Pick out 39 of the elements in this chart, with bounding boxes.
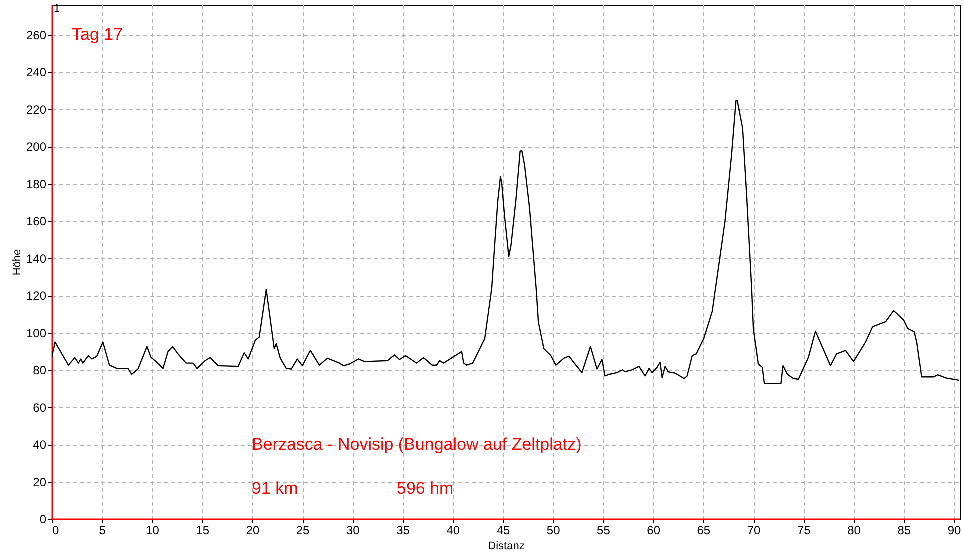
x-tick-label: 30 <box>346 524 360 538</box>
x-tick-label: 25 <box>296 524 310 538</box>
x-tick-label: 75 <box>797 524 812 538</box>
x-tick-label: 45 <box>496 524 510 538</box>
y-tick-label: 60 <box>33 400 47 415</box>
x-axis-title: Distanz <box>488 540 525 552</box>
x-tick-label: 15 <box>196 524 210 538</box>
y-tick-label: 260 <box>26 28 47 42</box>
y-axis-title: Höhe <box>11 249 24 276</box>
y-tick-label: 180 <box>26 177 47 192</box>
x-tick-label: 70 <box>747 524 762 538</box>
y-tick-label: 0 <box>40 512 47 526</box>
x-tick-label: 55 <box>597 524 611 538</box>
annotation: 596 hm <box>397 479 454 498</box>
x-tick-label: 80 <box>848 524 862 538</box>
annotation: Tag 17 <box>72 25 124 44</box>
y-tick-label: 80 <box>33 364 47 378</box>
x-tick-label: 0 <box>52 524 60 538</box>
x-tick-label: 85 <box>898 524 912 538</box>
annotation: Berzasca - Novisip (Bungalow auf Zeltplatz) <box>252 435 582 454</box>
y-tick-label: 140 <box>26 252 47 266</box>
y-tick-label: 160 <box>26 214 47 229</box>
y-tick-label: 20 <box>33 475 47 490</box>
x-tick-label: 20 <box>246 524 260 538</box>
y-tick-label: 40 <box>33 438 47 452</box>
y-tick-label: 100 <box>26 326 47 340</box>
y-tick-label: 220 <box>26 102 47 117</box>
x-tick-label: 65 <box>697 524 711 538</box>
x-tick-label: 60 <box>647 524 661 538</box>
x-tick-label: 5 <box>99 524 106 538</box>
x-tick-label: 35 <box>396 524 410 538</box>
y-tick-label: 120 <box>26 289 47 304</box>
x-tick-label: 40 <box>446 524 460 538</box>
x-tick-label: 50 <box>546 524 561 538</box>
y-tick-label: 200 <box>26 140 47 154</box>
x-tick-label: 10 <box>146 524 160 538</box>
annotation: 91 km <box>252 479 298 498</box>
y-tick-label: 240 <box>26 66 47 80</box>
x-tick-label: 90 <box>948 524 962 538</box>
